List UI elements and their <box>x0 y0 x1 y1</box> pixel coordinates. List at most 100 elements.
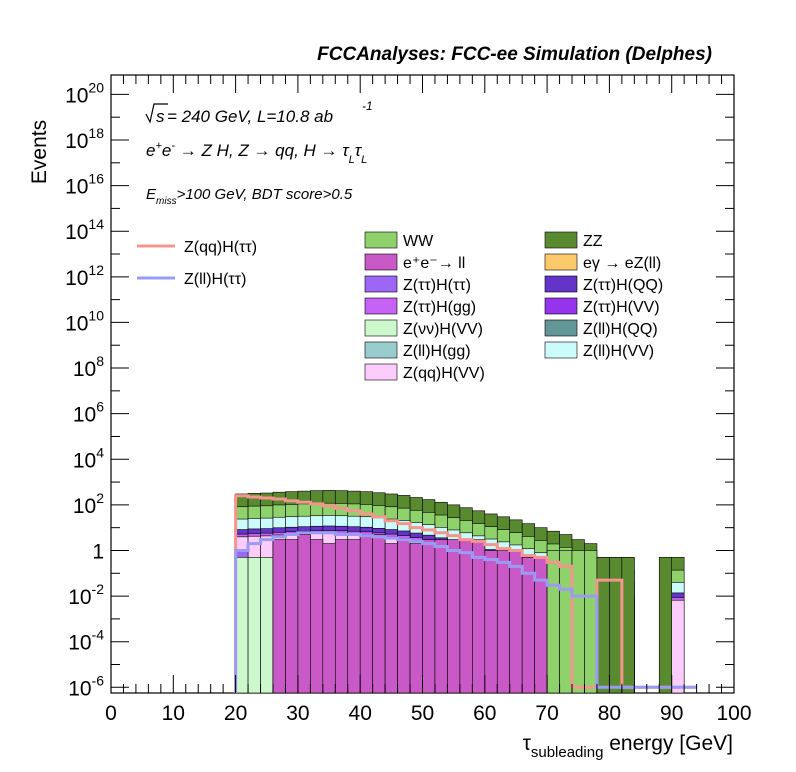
x-tick-label-6: 60 <box>473 702 496 725</box>
x-tick-label-8: 80 <box>598 702 621 725</box>
series-bar-5-23 <box>521 557 535 694</box>
cut-e: E <box>146 186 157 203</box>
series-bar-6-28 <box>584 550 598 694</box>
series-bar-5-16 <box>434 539 448 694</box>
legend-bg-swatch-12 <box>364 363 398 381</box>
sqrt-s-label: s <box>156 107 165 126</box>
series-bar-5-18 <box>459 539 473 694</box>
series-bar-5-19 <box>472 539 486 694</box>
y-tick-label-6: 106 <box>73 399 104 427</box>
x-title-sub: subleading <box>531 744 604 761</box>
process-sub2: L <box>361 154 367 166</box>
series-bar-5-13 <box>397 539 411 694</box>
process-mid: → Z H, Z → qq, H → τ <box>175 141 350 160</box>
process-eplus: + <box>155 140 162 152</box>
lumi-exponent: -1 <box>362 99 373 113</box>
legend-bg-swatch-5 <box>544 275 578 293</box>
series-bar-3-2 <box>260 557 274 694</box>
sqrt-s-annotation: s = 240 GeV, L=10.8 ab -1 <box>145 99 373 126</box>
x-tick-label-3: 30 <box>286 702 309 725</box>
series-bar-6-27 <box>571 550 585 694</box>
legend-bg-label-1: ZZ <box>583 233 603 250</box>
legend-bg-swatch-0 <box>364 231 398 249</box>
x-tick-label-0: 0 <box>105 702 117 725</box>
legend-bg-swatch-7 <box>544 297 578 315</box>
y-tick-label-8: 1010 <box>65 307 104 335</box>
legend-bg-label-8: Z(νν)H(VV) <box>403 321 483 338</box>
series-bar-5-4 <box>285 539 299 694</box>
legend-bg-label-2: e⁺e⁻→ ll <box>403 255 465 272</box>
x-tick-label-10: 100 <box>716 702 751 725</box>
series-bar-7-31 <box>621 557 635 694</box>
x-title-tau: τ <box>523 732 532 755</box>
series-bar-6-25 <box>546 550 560 694</box>
y-tick-label-11: 1016 <box>65 171 104 199</box>
y-tick-label-9: 1012 <box>65 262 104 290</box>
legend-signal-label-0: Z(qq)H(ττ) <box>184 239 257 256</box>
legend-bg-swatch-1 <box>544 231 578 249</box>
chart-title: FCCAnalyses: FCC-ee Simulation (Delphes) <box>317 44 712 65</box>
x-tick-label-7: 70 <box>535 702 558 725</box>
energy-lumi-label: = 240 GeV, L=10.8 ab <box>167 107 333 126</box>
legend-bg-swatch-10 <box>364 341 398 359</box>
legend-bg-label-6: Z(ττ)H(gg) <box>403 299 476 316</box>
legend-bg-label-7: Z(ττ)H(VV) <box>583 299 660 316</box>
process-e1: e <box>146 141 155 160</box>
legend-bg-label-0: WW <box>403 233 434 250</box>
y-tick-label-13: 1020 <box>65 79 104 107</box>
legend: Z(qq)H(ττ) Z(ll)H(ττ) WW ZZ e⁺e⁻→ ll eγ → eZ(… <box>137 231 663 382</box>
series-bar-3-0 <box>235 557 249 694</box>
cut-rest: >100 GeV, BDT score>0.5 <box>177 186 353 203</box>
series-bar-5-22 <box>509 550 523 694</box>
signal-lines <box>234 494 697 693</box>
cut-sub: miss <box>156 196 177 207</box>
process-sub1: L <box>349 154 355 166</box>
series-bar-5-14 <box>409 543 423 694</box>
x-tick-label-2: 20 <box>224 702 247 725</box>
series-bar-5-15 <box>422 539 436 694</box>
series-bar-5-11 <box>372 534 386 694</box>
y-tick-label-1: 10-4 <box>68 627 104 655</box>
y-axis-title: Events <box>28 120 51 184</box>
process-e2: e <box>162 141 171 160</box>
series-bar-5-20 <box>484 550 498 694</box>
svg-text:Emiss>100 GeV, BDT score>0.5: Emiss>100 GeV, BDT score>0.5 <box>146 186 353 207</box>
x-tick-label-4: 40 <box>349 702 372 725</box>
stacked-bars <box>235 490 685 694</box>
process-annotation: e+e- → Z H, Z → qq, H → τLτL <box>146 140 367 166</box>
stack-bar-5-35 <box>671 599 685 694</box>
x-title-rest: energy [GeV] <box>603 732 733 755</box>
y-tick-label-7: 108 <box>73 353 104 381</box>
series-bar-5-17 <box>447 539 461 694</box>
series-bar-5-6 <box>310 539 324 694</box>
cut-annotation: Emiss>100 GeV, BDT score>0.5 <box>146 186 353 207</box>
legend-bg-swatch-2 <box>364 253 398 271</box>
series-bar-5-3 <box>272 539 286 694</box>
y-tick-label-0: 10-6 <box>68 672 104 700</box>
series-bar-6-26 <box>559 550 573 694</box>
legend-bg-label-5: Z(ττ)H(QQ) <box>583 277 663 294</box>
y-tick-label-5: 104 <box>73 444 104 472</box>
legend-bg-label-11: Z(ll)H(VV) <box>583 343 654 360</box>
axis-ticks: 0 10 20 30 40 50 60 70 80 90 10010-610-410-2110210… <box>65 75 752 725</box>
x-axis-title: τsubleading energy [GeV] <box>523 732 733 761</box>
y-tick-label-12: 1018 <box>65 125 104 153</box>
legend-bg-swatch-11 <box>544 341 578 359</box>
y-tick-label-2: 10-2 <box>68 581 104 609</box>
process-tau2: τ <box>355 141 363 160</box>
x-tick-label-1: 10 <box>162 702 185 725</box>
signal-line-1 <box>234 531 697 693</box>
series-bar-5-12 <box>384 543 398 694</box>
legend-bg-label-12: Z(qq)H(VV) <box>403 365 485 382</box>
legend-bg-label-3: eγ → eZ(ll) <box>583 255 661 272</box>
series-bar-5-8 <box>334 539 349 694</box>
legend-bg-swatch-3 <box>544 253 578 271</box>
series-bar-5-9 <box>347 539 361 694</box>
process-eminus: - <box>171 140 175 152</box>
legend-bg-swatch-8 <box>364 319 398 337</box>
x-tick-label-9: 90 <box>660 702 683 725</box>
legend-bg-label-4: Z(ττ)H(ττ) <box>403 277 471 294</box>
legend-bg-swatch-6 <box>364 297 398 315</box>
series-bar-7-29 <box>596 557 610 694</box>
